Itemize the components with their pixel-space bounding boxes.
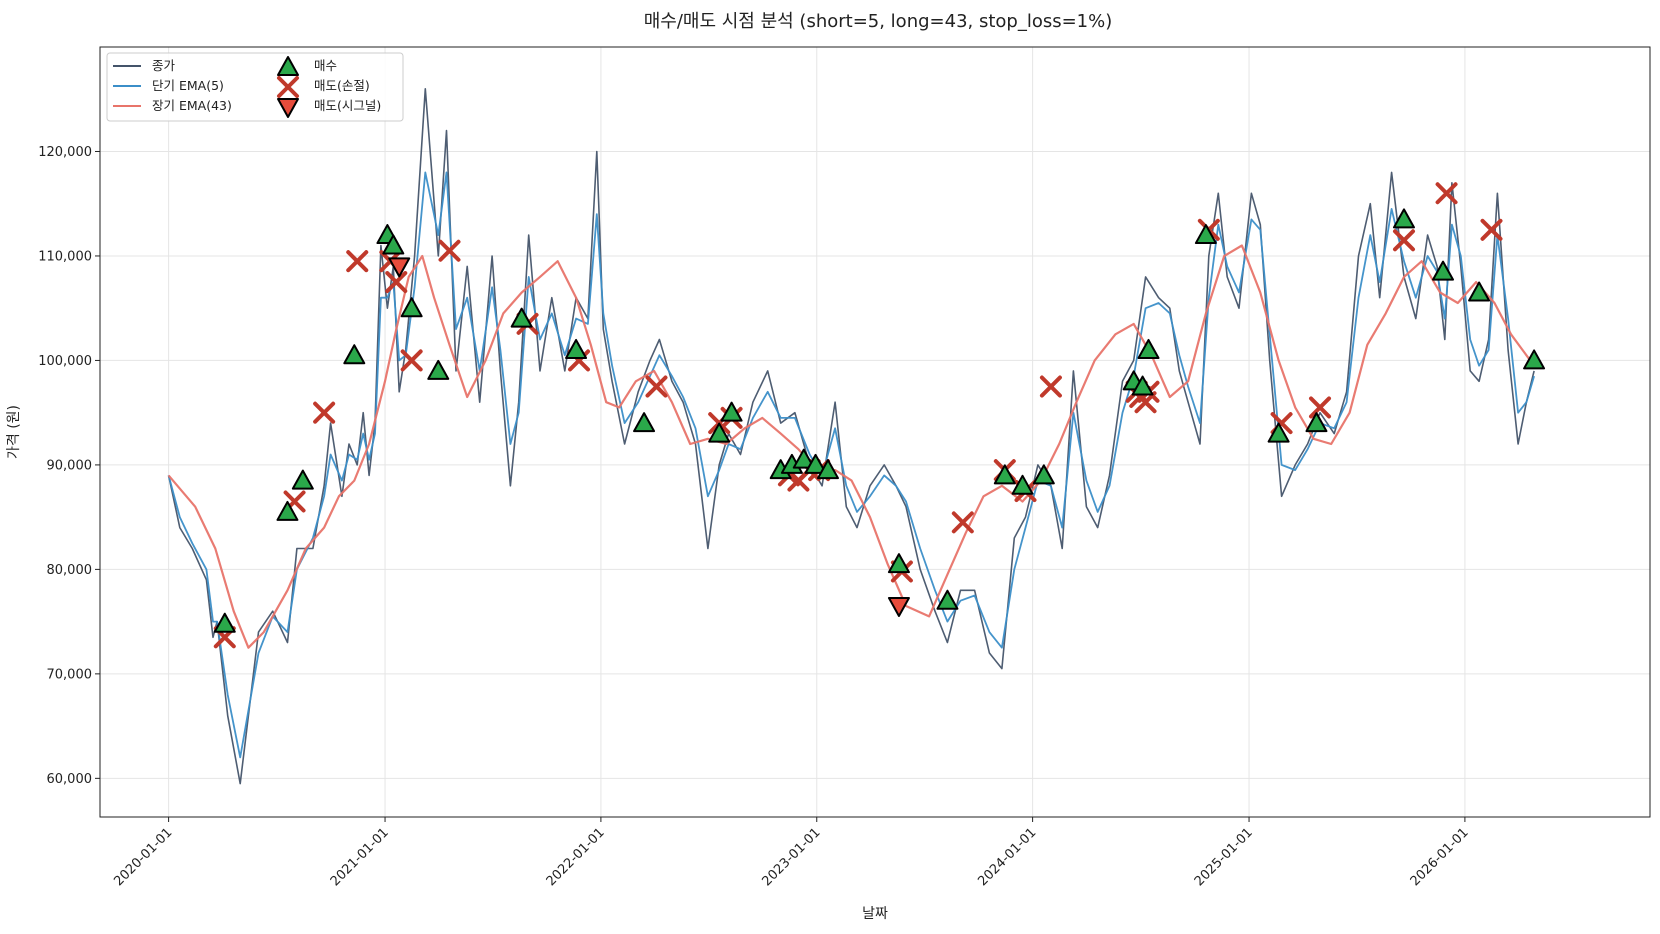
buy-marker: [792, 448, 815, 469]
sell-stop-marker: [1039, 375, 1062, 398]
buy-marker: [400, 297, 423, 318]
sell-stop-marker: [346, 250, 369, 273]
legend-label-long-ema: 장기 EMA(43): [152, 98, 232, 113]
sell-stop-marker: [400, 349, 423, 372]
buy-marker: [936, 589, 959, 610]
legend-swatch-buy: [277, 56, 299, 76]
legend-swatch-sell-signal: [277, 98, 299, 118]
legend-label-sell-stop: 매도(손절): [314, 78, 370, 93]
sell-stop-marker-stroke: [1480, 218, 1503, 241]
sell-stop-marker-stroke: [346, 250, 369, 273]
buy-marker: [804, 453, 827, 474]
buy-marker: [1432, 260, 1455, 281]
series-lines: [167, 88, 1535, 785]
legend-box: [106, 52, 404, 122]
x-tick-label: 2023-01-01: [760, 825, 824, 889]
sell-stop-marker: [1309, 396, 1332, 419]
buy-marker: [1267, 422, 1290, 443]
legend-label-sell-signal: 매도(시그널): [314, 98, 381, 113]
sell-stop-marker: [385, 271, 408, 294]
buy-marker: [1137, 338, 1160, 359]
sell-stop-marker: [313, 401, 336, 424]
buy-marker: [708, 422, 731, 443]
y-axis-label: 가격 (원): [6, 405, 22, 459]
sell-stop-marker: [1480, 218, 1503, 241]
buy-marker: [1392, 208, 1415, 229]
sell-stop-marker-stroke: [1309, 396, 1332, 419]
plot-frame: [99, 46, 1651, 818]
sell-stop-marker-stroke: [1039, 375, 1062, 398]
buy-marker: [993, 464, 1016, 485]
buy-marker: [1523, 349, 1546, 370]
y-tick-label: 80,000: [47, 563, 93, 578]
sell-stop-marker-stroke: [1435, 182, 1458, 205]
buy-marker: [887, 553, 910, 574]
trade-markers: [213, 182, 1546, 649]
sell-stop-marker: [645, 375, 668, 398]
sell-stop-marker: [1435, 182, 1458, 205]
legend-label-buy: 매수: [314, 58, 337, 73]
y-tick-label: 70,000: [47, 667, 93, 682]
legend-swatch-sell-stop: [277, 76, 299, 98]
sell-stop-marker-stroke: [400, 349, 423, 372]
buy-marker: [816, 459, 839, 480]
x-tick-label: 2025-01-01: [1192, 825, 1256, 889]
sell-stop-marker-stroke: [313, 401, 336, 424]
buy-marker: [510, 307, 533, 328]
sell-stop-marker-stroke: [951, 511, 974, 534]
sell-signal-marker: [388, 257, 411, 278]
buy-marker: [213, 612, 236, 633]
legend-marker-swatches: [277, 56, 299, 118]
buy-marker: [565, 338, 588, 359]
x-axis-label: 날짜: [862, 906, 888, 922]
buy-marker: [343, 344, 366, 365]
x-axis-ticks: 2020-01-01 2021-01-01 2022-01-01 2023-01-01…: [111, 817, 1472, 889]
x-tick-label: 2024-01-01: [975, 825, 1039, 889]
sell-stop-marker: [438, 239, 461, 262]
sell-stop-marker: [951, 511, 974, 534]
sell-stop-marker-stroke: [1392, 229, 1415, 252]
buy-marker: [1011, 474, 1034, 495]
buy-marker: [1131, 375, 1154, 396]
buy-marker: [1468, 281, 1491, 302]
y-tick-label: 120,000: [38, 145, 92, 160]
close-price-line: [167, 88, 1535, 785]
buy-marker: [382, 234, 405, 255]
sell-signal-marker: [887, 596, 910, 617]
x-tick-label: 2026-01-01: [1408, 825, 1472, 889]
buy-marker: [720, 401, 743, 422]
legend-label-short-ema: 단기 EMA(5): [152, 78, 224, 93]
y-axis-ticks: 60,000 70,000 80,000 90,000 100,000 110,000 12…: [38, 145, 100, 787]
sell-stop-marker-stroke: [438, 239, 461, 262]
x-tick-label: 2021-01-01: [328, 825, 392, 889]
legend-swatch-sell-stop-stroke: [277, 76, 299, 98]
legend-label-close: 종가: [152, 58, 176, 73]
long-ema-line: [167, 244, 1535, 649]
y-tick-label: 100,000: [38, 354, 92, 369]
legend: 종가 단기 EMA(5) 장기 EMA(43) 매수 매도(손절) 매도(시그널…: [106, 52, 404, 122]
sell-stop-marker: [1392, 229, 1415, 252]
buy-marker: [633, 412, 656, 433]
buy-marker: [427, 359, 450, 380]
buy-marker: [291, 469, 314, 490]
y-tick-label: 110,000: [38, 249, 92, 264]
buy-marker: [1305, 412, 1328, 433]
y-tick-label: 60,000: [47, 772, 93, 787]
buy-marker: [1032, 464, 1055, 485]
sell-stop-marker-stroke: [645, 375, 668, 398]
buy-marker: [276, 500, 299, 521]
x-tick-label: 2020-01-01: [111, 825, 175, 889]
y-tick-label: 90,000: [47, 458, 93, 473]
sell-stop-marker-stroke: [385, 271, 408, 294]
chart-title: 매수/매도 시점 분석 (short=5, long=43, stop_loss…: [644, 11, 1113, 32]
buy-marker: [1194, 224, 1217, 245]
x-tick-label: 2022-01-01: [544, 825, 608, 889]
